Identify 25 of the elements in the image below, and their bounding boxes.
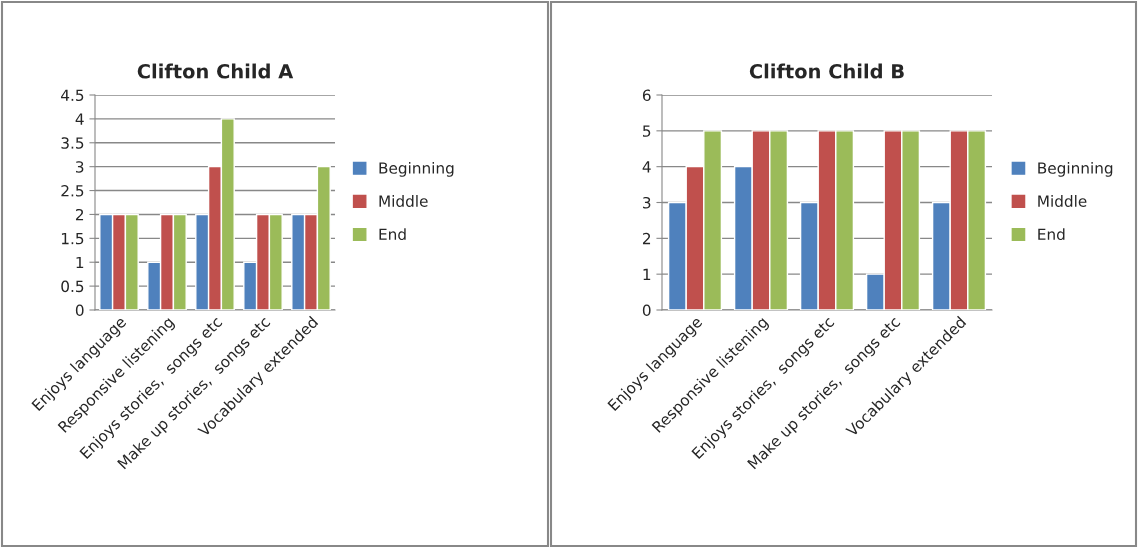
legend-label: End: [379, 228, 406, 241]
y-tick-label: 1: [643, 268, 651, 280]
y-tick-label: 4.5: [61, 89, 84, 102]
y-tick-label: 0.5: [61, 280, 84, 293]
y-tick-label: 6: [642, 89, 651, 102]
y-tick-label: 0: [75, 304, 84, 317]
y-tick-label: 3: [76, 161, 84, 173]
y-tick-label: 1.5: [61, 233, 84, 245]
y-tick-label: 5: [643, 125, 651, 137]
legend-label: Beginning: [379, 161, 454, 177]
y-tick-label: 2: [642, 232, 651, 245]
y-tick-label: 4: [642, 161, 651, 173]
legend-label: Middle: [379, 195, 428, 207]
legend-label: End: [1038, 228, 1065, 241]
y-tick-label: 4: [75, 113, 84, 125]
y-tick-label: 0: [642, 304, 651, 317]
chart-title: Clifton Child A: [137, 63, 294, 79]
y-tick-label: 3: [643, 196, 651, 209]
chart-title: Clifton Child B: [749, 63, 904, 79]
y-tick-label: 2: [75, 208, 84, 221]
legend-label: Middle: [1038, 195, 1087, 207]
legend-label: Beginning: [1038, 161, 1113, 177]
y-tick-label: 2.5: [61, 185, 84, 197]
y-tick-label: 1: [76, 256, 84, 269]
y-tick-label: 3.5: [61, 137, 84, 149]
